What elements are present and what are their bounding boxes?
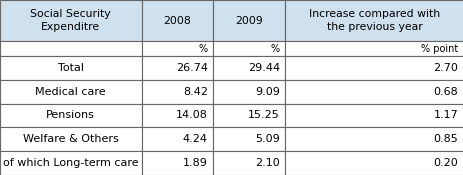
Bar <box>141 56 213 80</box>
Bar <box>213 56 285 80</box>
Bar <box>0 41 141 56</box>
Bar <box>213 151 285 175</box>
Bar <box>141 0 213 41</box>
Text: 9.09: 9.09 <box>254 87 279 97</box>
Bar <box>0 104 141 127</box>
Bar <box>285 0 463 41</box>
Text: 1.17: 1.17 <box>433 110 457 121</box>
Text: 2.10: 2.10 <box>255 158 279 168</box>
Bar <box>141 80 213 104</box>
Text: Social Security
Expenditre: Social Security Expenditre <box>31 9 111 32</box>
Text: 2009: 2009 <box>235 16 263 26</box>
Text: of which Long-term care: of which Long-term care <box>3 158 138 168</box>
Bar <box>0 56 141 80</box>
Bar <box>213 127 285 151</box>
Text: 2.70: 2.70 <box>432 63 457 73</box>
Bar <box>141 104 213 127</box>
Text: 1.89: 1.89 <box>182 158 207 168</box>
Bar <box>285 127 463 151</box>
Text: 5.09: 5.09 <box>255 134 279 144</box>
Text: Increase compared with
the previous year: Increase compared with the previous year <box>308 9 439 32</box>
Bar <box>285 56 463 80</box>
Bar <box>0 0 141 41</box>
Bar <box>285 104 463 127</box>
Bar <box>285 151 463 175</box>
Bar <box>141 41 213 56</box>
Text: Medical care: Medical care <box>35 87 106 97</box>
Text: 4.24: 4.24 <box>182 134 207 144</box>
Text: Pensions: Pensions <box>46 110 95 121</box>
Bar <box>213 41 285 56</box>
Text: Total: Total <box>57 63 84 73</box>
Text: %: % <box>198 44 207 54</box>
Text: 8.42: 8.42 <box>182 87 207 97</box>
Text: 15.25: 15.25 <box>248 110 279 121</box>
Text: %: % <box>270 44 279 54</box>
Text: 2008: 2008 <box>163 16 191 26</box>
Text: 29.44: 29.44 <box>247 63 279 73</box>
Text: 0.20: 0.20 <box>433 158 457 168</box>
Bar <box>0 80 141 104</box>
Text: Welfare & Others: Welfare & Others <box>23 134 119 144</box>
Bar <box>213 0 285 41</box>
Text: % point: % point <box>420 44 457 54</box>
Bar <box>285 41 463 56</box>
Bar <box>0 151 141 175</box>
Bar <box>213 80 285 104</box>
Bar <box>0 127 141 151</box>
Bar <box>141 151 213 175</box>
Bar <box>213 104 285 127</box>
Text: 0.68: 0.68 <box>433 87 457 97</box>
Text: 0.85: 0.85 <box>433 134 457 144</box>
Text: 26.74: 26.74 <box>175 63 207 73</box>
Text: 14.08: 14.08 <box>175 110 207 121</box>
Bar <box>141 127 213 151</box>
Bar <box>285 80 463 104</box>
